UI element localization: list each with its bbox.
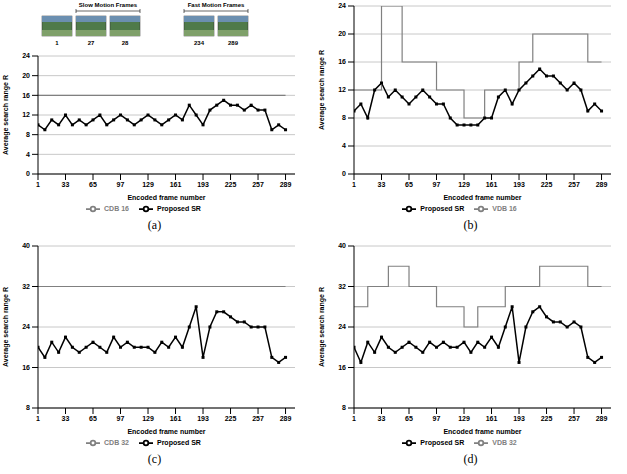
svg-text:20: 20 — [22, 72, 30, 79]
svg-text:257: 257 — [568, 415, 580, 422]
html-text:VDB 16: VDB 16 — [492, 204, 517, 212]
svg-text:24: 24 — [338, 323, 346, 330]
svg-text:257: 257 — [568, 181, 580, 188]
html-text:Proposed SR: Proposed SR — [157, 204, 201, 212]
html-text:Proposed SR: Proposed SR — [420, 438, 465, 446]
svg-text:193: 193 — [197, 415, 209, 422]
svg-text:4: 4 — [26, 151, 30, 158]
svg-text:129: 129 — [142, 415, 154, 422]
svg-text:65: 65 — [89, 181, 97, 188]
svg-text:12: 12 — [22, 111, 30, 118]
svg-text:Encoded frame number: Encoded frame number — [127, 194, 205, 201]
svg-text:193: 193 — [197, 181, 209, 188]
html-text:Proposed SR: Proposed SR — [157, 438, 201, 446]
svg-text:161: 161 — [170, 415, 182, 422]
svg-text:289: 289 — [280, 415, 292, 422]
svg-text:4: 4 — [342, 142, 346, 149]
svg-text:Encoded frame number: Encoded frame number — [443, 428, 521, 435]
svg-text:0: 0 — [26, 170, 30, 177]
svg-text:97: 97 — [433, 415, 441, 422]
svg-text:225: 225 — [541, 181, 553, 188]
svg-text:33: 33 — [62, 415, 70, 422]
svg-text:1: 1 — [352, 181, 356, 188]
svg-text:1: 1 — [36, 181, 40, 188]
svg-text:8: 8 — [26, 404, 30, 411]
svg-text:33: 33 — [378, 181, 386, 188]
svg-text:16: 16 — [338, 364, 346, 371]
svg-text:289: 289 — [596, 181, 608, 188]
svg-text:129: 129 — [458, 181, 470, 188]
svg-text:Slow Motion Frames: Slow Motion Frames — [79, 2, 138, 8]
svg-text:289: 289 — [596, 415, 608, 422]
svg-text:Average search range R: Average search range R — [318, 50, 326, 130]
html-text:VDB 32: VDB 32 — [492, 438, 517, 446]
svg-text:33: 33 — [62, 181, 70, 188]
svg-text:65: 65 — [89, 415, 97, 422]
svg-text:Average search range R: Average search range R — [318, 287, 326, 367]
svg-text:Encoded frame number: Encoded frame number — [443, 194, 521, 201]
svg-text:8: 8 — [342, 404, 346, 411]
svg-text:1: 1 — [55, 40, 59, 46]
html-text:(c): (c) — [147, 452, 162, 466]
svg-text:97: 97 — [433, 181, 441, 188]
html-text:(b): (b) — [463, 218, 478, 232]
svg-text:1: 1 — [36, 415, 40, 422]
svg-text:12: 12 — [338, 86, 346, 93]
html-text:CDB 32: CDB 32 — [104, 438, 129, 446]
svg-text:40: 40 — [22, 242, 30, 249]
svg-text:Fast Motion Frames: Fast Motion Frames — [188, 2, 245, 8]
html-text:Proposed SR: Proposed SR — [420, 204, 465, 212]
svg-text:16: 16 — [22, 92, 30, 99]
svg-text:16: 16 — [22, 364, 30, 371]
svg-text:24: 24 — [22, 52, 30, 59]
svg-text:16: 16 — [338, 58, 346, 65]
svg-text:161: 161 — [486, 415, 498, 422]
svg-text:33: 33 — [378, 415, 386, 422]
svg-text:Average search range R: Average search range R — [2, 287, 10, 367]
svg-text:1: 1 — [352, 415, 356, 422]
svg-text:65: 65 — [405, 415, 413, 422]
svg-text:27: 27 — [88, 40, 95, 46]
svg-text:257: 257 — [252, 181, 264, 188]
svg-text:24: 24 — [338, 2, 346, 9]
svg-text:289: 289 — [280, 181, 292, 188]
svg-text:40: 40 — [338, 242, 346, 249]
svg-text:129: 129 — [142, 181, 154, 188]
svg-text:97: 97 — [117, 181, 125, 188]
svg-text:8: 8 — [342, 114, 346, 121]
svg-text:225: 225 — [541, 415, 553, 422]
svg-text:Encoded frame number: Encoded frame number — [127, 428, 205, 435]
svg-text:225: 225 — [225, 415, 237, 422]
svg-text:97: 97 — [117, 415, 125, 422]
svg-text:Average search range R: Average search range R — [2, 75, 10, 155]
svg-text:225: 225 — [225, 181, 237, 188]
svg-text:193: 193 — [513, 181, 525, 188]
svg-text:129: 129 — [458, 415, 470, 422]
html-text:(a): (a) — [147, 218, 162, 232]
svg-text:32: 32 — [22, 283, 30, 290]
svg-text:257: 257 — [252, 415, 264, 422]
svg-text:65: 65 — [405, 181, 413, 188]
svg-text:193: 193 — [513, 415, 525, 422]
svg-text:24: 24 — [22, 323, 30, 330]
svg-text:161: 161 — [486, 181, 498, 188]
svg-text:32: 32 — [338, 283, 346, 290]
html-text:CDB 16: CDB 16 — [104, 204, 129, 212]
svg-text:20: 20 — [338, 30, 346, 37]
svg-text:234: 234 — [194, 40, 205, 46]
svg-text:289: 289 — [228, 40, 239, 46]
svg-text:8: 8 — [26, 131, 30, 138]
html-text:(d): (d) — [463, 452, 478, 466]
svg-text:161: 161 — [170, 181, 182, 188]
svg-text:0: 0 — [342, 170, 346, 177]
svg-text:28: 28 — [122, 40, 129, 46]
